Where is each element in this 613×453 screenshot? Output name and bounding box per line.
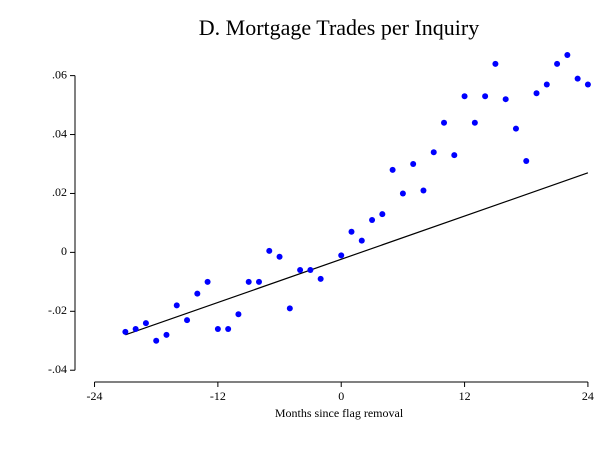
data-point [512,125,519,132]
data-point [163,331,170,338]
data-point [399,190,406,197]
data-point [142,320,149,327]
data-point [173,302,180,309]
data-point [471,119,478,126]
data-point [502,96,509,103]
data-point [482,93,489,100]
data-point [255,278,262,285]
data-point [317,275,324,282]
chart-title: D. Mortgage Trades per Inquiry [199,15,479,40]
data-point [184,317,191,324]
data-point [297,267,304,274]
data-point [122,328,129,335]
data-point [574,75,581,82]
data-point [492,60,499,67]
data-point [235,311,242,318]
x-tick-label: 12 [459,389,471,403]
y-tick-label: .06 [52,67,67,81]
data-point [584,81,591,88]
data-point [461,93,468,100]
data-point [564,52,571,58]
data-point [214,325,221,332]
y-tick-label: -.04 [48,362,67,376]
data-point [276,253,283,260]
data-point [533,90,540,97]
data-point [410,161,417,167]
data-point [225,325,232,332]
data-point [338,252,345,259]
data-point [153,337,160,344]
x-tick-label: -12 [210,389,226,403]
data-point [554,60,561,67]
data-point [204,278,211,285]
x-axis-label: Months since flag removal [275,406,404,420]
data-point [194,290,201,297]
data-point [286,305,293,312]
data-point [358,237,365,244]
fit-line [125,172,589,336]
x-tick-label: -24 [87,389,103,403]
data-point [132,325,139,332]
y-tick-label: -.02 [48,303,67,317]
data-point [441,119,448,126]
data-point [307,267,314,274]
data-point [266,247,273,254]
data-point [379,211,386,218]
data-point [348,228,355,235]
data-point [430,149,437,156]
y-tick-label: 0 [61,244,67,258]
data-point [369,216,376,223]
data-point [389,166,396,173]
x-tick-label: 0 [338,389,344,403]
y-tick-label: .02 [52,185,67,199]
y-tick-label: .04 [52,126,67,140]
data-point [245,278,252,285]
data-point [543,81,550,88]
x-tick-label: 24 [582,389,594,403]
data-point [523,158,530,165]
data-point [420,187,427,194]
data-point [451,152,458,159]
